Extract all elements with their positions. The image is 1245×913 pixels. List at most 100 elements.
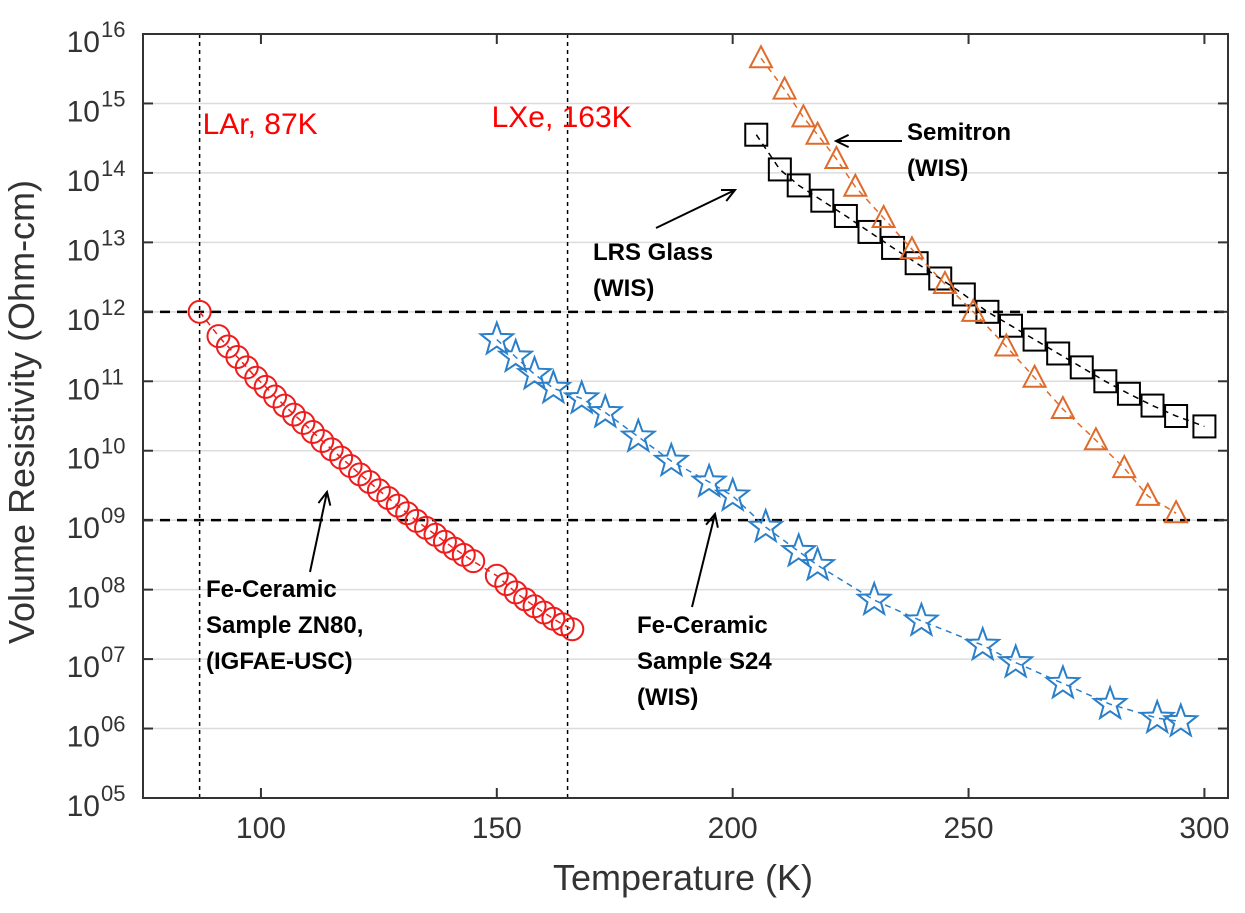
series-lrs	[744, 122, 1217, 439]
lrs-point-9	[951, 282, 976, 307]
lxe-reference-label: LXe, 163K	[492, 101, 632, 134]
zn80-point-17	[357, 469, 382, 494]
lrs-point-11	[999, 313, 1023, 338]
lrs-point-1	[767, 157, 792, 182]
zn80-point-20	[385, 493, 410, 518]
annotation-lrs-arrow-head	[720, 188, 738, 202]
x-tick-label-4: 300	[1179, 812, 1229, 845]
lrs-point-17	[1140, 393, 1165, 418]
y-tick-label-base-1: 10	[67, 721, 100, 754]
zn80-point-9	[281, 402, 306, 427]
zn80-point-37	[560, 617, 585, 642]
y-tick-label-base-7: 10	[67, 304, 100, 337]
y-tick-label-base-9: 10	[67, 165, 100, 198]
lrs-point-16	[1116, 381, 1141, 406]
zn80-point-8	[272, 393, 297, 418]
lrs-point-6	[881, 235, 906, 260]
zn80-point-21	[395, 501, 420, 526]
semitron-point-16	[1163, 499, 1189, 524]
lrs-point-5	[857, 219, 882, 244]
annotation-semitron: Semitron (WIS)	[833, 119, 1011, 182]
reference-lines: LAr, 87K LXe, 163K	[143, 34, 1228, 798]
s24-point-14	[902, 600, 941, 637]
annotation-s24-line-1: Sample S24	[637, 648, 772, 675]
s24-point-18	[1091, 684, 1129, 721]
zn80-point-13	[319, 437, 344, 462]
lrs-point-8	[928, 266, 953, 291]
x-tick-label-3: 250	[944, 812, 994, 845]
y-tick-label-exponent-3: 08	[101, 573, 125, 598]
y-tick-label-base-3: 10	[67, 582, 100, 615]
semitron-point-6	[870, 203, 897, 229]
y-tick-label-exponent-4: 09	[101, 503, 125, 528]
semitron-point-0	[748, 44, 774, 69]
y-tick-label-base-8: 10	[67, 234, 100, 267]
y-tick-label-exponent-2: 07	[101, 642, 125, 667]
annotation-lrs-line-1: (WIS)	[593, 275, 654, 302]
annotation-lrs: LRS Glass (WIS)	[593, 188, 738, 302]
y-tick-label-base-5: 10	[67, 443, 100, 476]
zn80-point-10	[291, 410, 316, 435]
y-tick-label-exponent-5: 10	[101, 434, 125, 459]
semitron-point-5	[842, 172, 868, 197]
annotation-s24-arrow-head	[705, 511, 719, 528]
annotation-s24-line-2: (WIS)	[637, 684, 698, 711]
annotations: Semitron (WIS) LRS Glass (WIS) Fe-Ceramic Sam…	[206, 119, 1011, 711]
semitron-point-10	[993, 332, 1019, 357]
lar-reference-label: LAr, 87K	[203, 108, 318, 141]
semitron-point-15	[1135, 481, 1161, 506]
zn80-point-6	[253, 374, 278, 399]
x-tick-label-0: 100	[236, 812, 286, 845]
annotation-s24-arrow-shaft	[691, 513, 716, 608]
zn80-point-15	[338, 454, 363, 479]
y-tick-label-exponent-7: 12	[101, 295, 125, 320]
series-semitron	[748, 44, 1189, 524]
annotation-zn80-line-1: Sample ZN80,	[206, 612, 363, 639]
lrs-point-4	[833, 203, 858, 228]
annotation-zn80-arrow-shaft	[309, 491, 328, 573]
s24-point-20	[1161, 701, 1200, 738]
semitron-point-3	[804, 120, 831, 145]
annotation-semitron-line-0: Semitron	[907, 119, 1011, 146]
x-axis-label: Temperature (K)	[553, 857, 813, 898]
lrs-point-15	[1093, 369, 1118, 394]
annotation-zn80-line-0: Fe-Ceramic	[206, 576, 337, 603]
semitron-point-9	[960, 297, 986, 322]
y-tick-label-exponent-9: 14	[101, 156, 125, 181]
zn80-point-14	[329, 445, 354, 470]
annotation-semitron-arrow-head	[833, 134, 850, 148]
lrs-point-2	[786, 173, 811, 198]
series-s24	[477, 319, 1200, 738]
y-tick-label-base-10: 10	[67, 95, 100, 128]
lrs-point-14	[1069, 355, 1094, 380]
y-tick-label-base-6: 10	[67, 373, 100, 406]
zn80-point-30	[494, 572, 519, 597]
annotation-s24-line-0: Fe-Ceramic	[637, 612, 768, 639]
lrs-point-0	[744, 122, 769, 147]
plot-frame	[142, 33, 1229, 799]
zn80-point-12	[310, 429, 335, 454]
s24-point-5	[586, 392, 625, 429]
s24-point-15	[963, 625, 1002, 662]
axes	[142, 33, 1229, 799]
zn80-point-16	[348, 462, 372, 487]
lrs-point-10	[975, 299, 1000, 324]
lrs-point-3	[810, 188, 835, 213]
annotation-lrs-line-0: LRS Glass	[593, 239, 713, 266]
semitron-point-7	[899, 235, 925, 260]
zn80-point-7	[263, 384, 288, 409]
y-tick-label-exponent-1: 06	[101, 712, 125, 737]
annotation-lrs-arrow-shaft	[655, 189, 736, 229]
y-tick-label-exponent-6: 11	[101, 364, 124, 389]
y-tick-label-exponent-8: 13	[101, 225, 125, 250]
s24-point-13	[855, 580, 894, 617]
annotation-semitron-line-1: (WIS)	[907, 155, 968, 182]
semitron-point-2	[790, 103, 817, 128]
zn80-point-28	[461, 549, 486, 574]
annotation-zn80-arrow-head	[317, 489, 332, 506]
zn80-point-11	[300, 419, 325, 444]
semitron-point-13	[1083, 426, 1109, 451]
y-axis-label: Volume Resistivity (Ohm-cm)	[1, 180, 42, 644]
